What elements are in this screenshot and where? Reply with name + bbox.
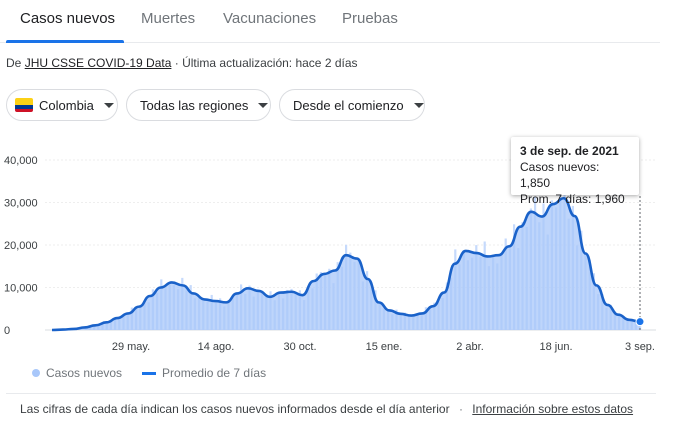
avg-line (51, 196, 641, 332)
x-tick-label: 30 oct. (283, 341, 316, 353)
legend-line-swatch (142, 371, 157, 375)
divider (6, 393, 656, 394)
tooltip-date: 3 de sep. de 2021 (520, 144, 619, 158)
legend-bar-label: Casos nuevos (46, 366, 123, 380)
source-updated: · Última actualización: hace 2 días (174, 56, 358, 70)
x-tick-label: 15 ene. (366, 341, 403, 353)
x-tick-label: 14 ago. (198, 341, 235, 353)
source-prefix: De (6, 56, 22, 70)
y-tick-label: 20,000 (4, 240, 38, 252)
chart-tooltip: 3 de sep. de 2021 Casos nuevos: 1,850 Pr… (511, 137, 639, 206)
tab-casos-nuevos[interactable]: Casos nuevos (20, 10, 116, 27)
x-tick-label: 18 jun. (539, 341, 572, 353)
tab-vacunaciones[interactable]: Vacunaciones (223, 10, 317, 27)
tab-muertes[interactable]: Muertes (141, 10, 196, 27)
region-dropdown[interactable]: Todas las regiones (126, 89, 271, 121)
x-tick-label: 29 may. (112, 341, 150, 353)
chevron-down-icon (413, 102, 424, 108)
hover-point (635, 317, 645, 327)
y-tick-label: 40,000 (4, 155, 38, 167)
legend-bar-swatch (32, 369, 40, 377)
source-link[interactable]: JHU CSSE COVID-19 Data (24, 56, 172, 70)
legend-line-label: Promedio de 7 días (162, 366, 267, 380)
chevron-down-icon (258, 102, 269, 108)
period-dropdown[interactable]: Desde el comienzo (279, 89, 425, 121)
chevron-down-icon (103, 102, 114, 108)
y-tick-label: 10,000 (4, 283, 38, 295)
tab-bar: Casos nuevos Muertes Vacunaciones Prueba… (0, 0, 660, 43)
colombia-flag-icon (15, 98, 33, 112)
cases-area (52, 198, 640, 330)
y-tick-label: 30,000 (4, 198, 38, 210)
footer-separator: · (458, 402, 463, 416)
data-source-line: De JHU CSSE COVID-19 Data · Última actua… (6, 56, 358, 70)
active-tab-indicator (6, 40, 124, 43)
tab-pruebas[interactable]: Pruebas (342, 10, 398, 27)
tooltip-cases: Casos nuevos: 1,850 (520, 160, 600, 190)
footer-text: Las cifras de cada día indican los casos… (20, 402, 450, 416)
country-dropdown[interactable]: Colombia (6, 89, 118, 121)
footer-note: Las cifras de cada día indican los casos… (20, 402, 633, 416)
tooltip-avg: Prom. 7 días: 1,960 (520, 192, 625, 206)
country-label: Colombia (39, 97, 94, 113)
region-label: Todas las regiones (140, 97, 249, 113)
x-tick-label: 2 abr. (456, 341, 484, 353)
x-tick-label: 3 sep. (625, 341, 655, 353)
data-info-link[interactable]: Información sobre estos datos (472, 402, 634, 416)
chart-legend: Casos nuevos Promedio de 7 días (32, 366, 266, 380)
y-tick-label: 0 (4, 325, 10, 337)
period-label: Desde el comienzo (293, 97, 404, 113)
cases-chart[interactable]: 0 10,000 20,000 30,000 40,000 29 may. 14 ago.… (0, 140, 680, 362)
